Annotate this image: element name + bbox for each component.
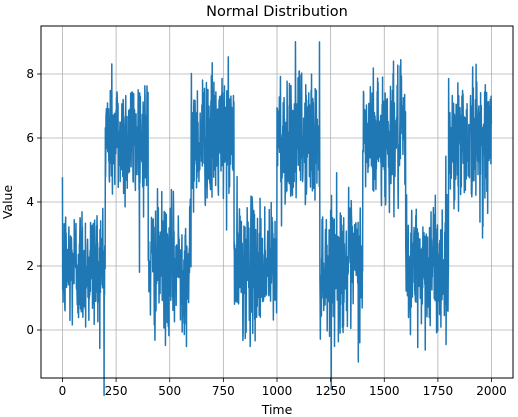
y-tick-label: 0 — [26, 323, 34, 337]
x-tick-label: 250 — [105, 384, 128, 398]
series-layer — [61, 41, 493, 396]
y-tick-label: 8 — [26, 67, 34, 81]
x-tick-label: 500 — [158, 384, 181, 398]
x-tick-label: 0 — [59, 384, 67, 398]
x-tick-label: 2000 — [476, 384, 507, 398]
x-tick-label: 1000 — [262, 384, 293, 398]
x-tick-label: 1750 — [423, 384, 454, 398]
y-tick-label: 2 — [26, 259, 34, 273]
x-tick-label: 1250 — [315, 384, 346, 398]
chart-title: Normal Distribution — [206, 4, 348, 20]
x-tick-label: 750 — [212, 384, 235, 398]
y-axis-title: Value — [0, 185, 15, 220]
axis-ticks: 0 250 500 750 1000 1250 1500 1750 2000 0 2 4 6 8 — [26, 67, 506, 398]
y-tick-label: 6 — [26, 131, 34, 145]
series-line-0 — [61, 41, 493, 396]
x-tick-label: 1500 — [369, 384, 400, 398]
x-axis-title: Time — [261, 402, 293, 417]
y-tick-label: 4 — [26, 195, 34, 209]
